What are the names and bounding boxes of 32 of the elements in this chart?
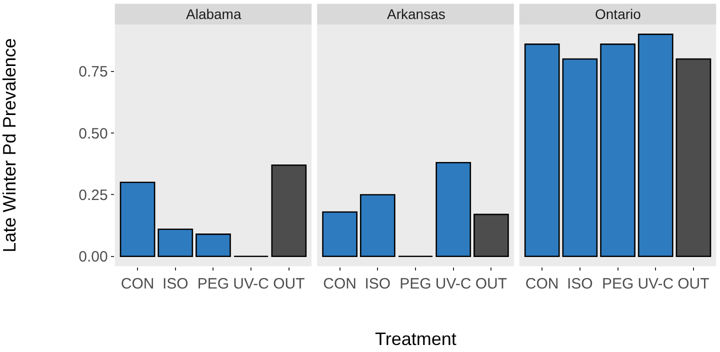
chart-title: Ontario: [595, 6, 642, 22]
bar: [360, 194, 396, 258]
x-tick-label: UV-C: [638, 275, 674, 292]
x-tick-label: CON: [323, 275, 356, 292]
x-tick-label: CON: [120, 275, 154, 292]
x-tick-label: UV-C: [233, 275, 270, 292]
x-tick-label: OUT: [678, 275, 710, 292]
bar: [120, 182, 156, 258]
x-tick-label: PEG: [197, 275, 230, 292]
chart-title: Arkansas: [387, 6, 446, 22]
x-tick-label: PEG: [602, 275, 634, 292]
bar: [322, 211, 358, 258]
x-tick-label: PEG: [400, 275, 432, 292]
x-tick-label: OUT: [475, 275, 508, 292]
chart-title: Alabama: [186, 6, 242, 22]
y-axis-title: Late Winter Pd Prevalence: [0, 38, 20, 252]
bar: [436, 162, 472, 258]
x-tick-label: CON: [525, 275, 559, 292]
x-tick-label: ISO: [364, 275, 391, 292]
bar: [196, 234, 231, 258]
bar: [474, 214, 509, 258]
x-tick-label: UV-C: [435, 275, 472, 292]
bar: [158, 228, 194, 258]
x-tick-label: ISO: [162, 275, 188, 292]
y-tick-label: 0.75: [78, 64, 108, 81]
x-tick-label: ISO: [567, 275, 593, 292]
x-tick-label: OUT: [273, 275, 305, 292]
y-tick-label: 0.25: [78, 186, 108, 204]
y-tick-label: 0.50: [78, 125, 108, 142]
y-tick-label: 0.00: [78, 248, 108, 266]
bar: [271, 164, 307, 258]
x-axis-title: Treatment: [375, 329, 456, 349]
